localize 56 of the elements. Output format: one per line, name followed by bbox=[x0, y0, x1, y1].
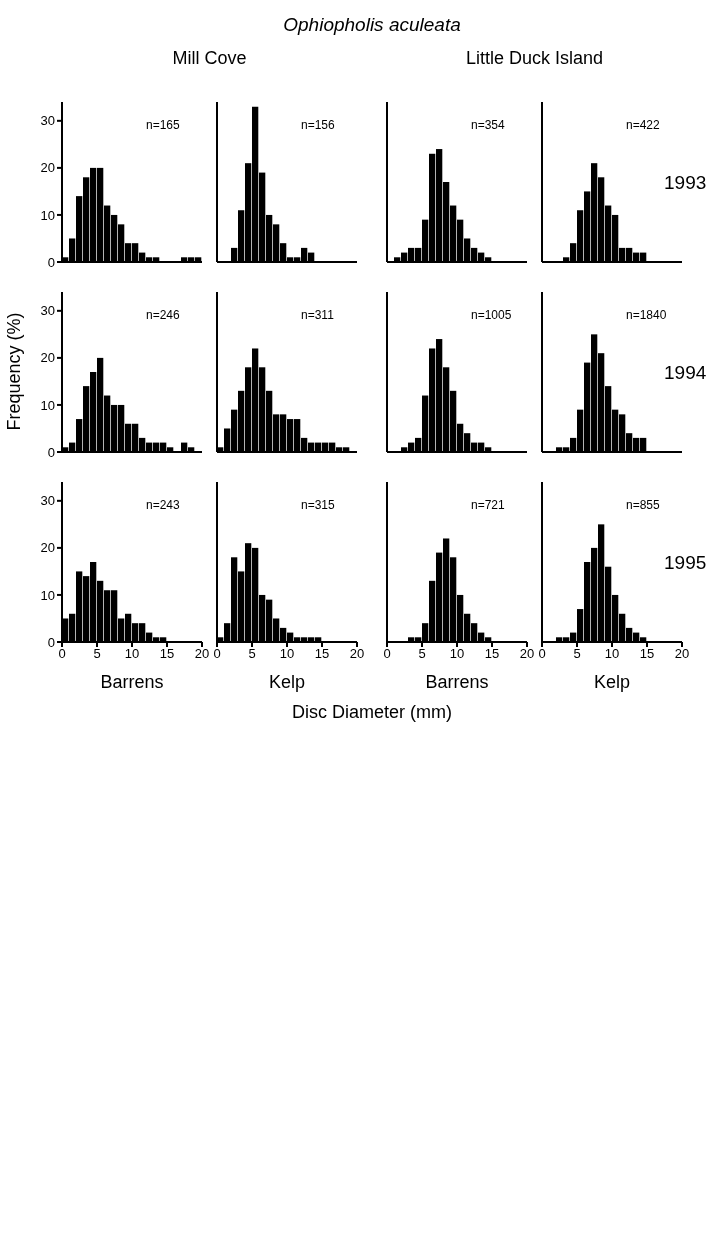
x-tick-label: 10 bbox=[449, 646, 465, 662]
text: Disc Diameter (mm) bbox=[291, 702, 453, 723]
y-tick-label: 10 bbox=[40, 587, 55, 603]
x-axis-title: Kelp bbox=[268, 672, 306, 693]
x-tick-label: 5 bbox=[93, 646, 101, 662]
annotation: n=721 bbox=[471, 498, 505, 512]
x-tick-label: 0 bbox=[538, 646, 546, 662]
x-tick-label: 5 bbox=[248, 646, 256, 662]
y-tick-label: 20 bbox=[40, 160, 55, 176]
annotation: n=1840 bbox=[626, 308, 667, 322]
y-tick-label: 0 bbox=[47, 444, 55, 460]
annotation: n=311 bbox=[301, 308, 334, 322]
x-tick-label: 20 bbox=[194, 646, 210, 662]
x-tick-label: 15 bbox=[314, 646, 330, 662]
x-tick-label: 0 bbox=[213, 646, 221, 662]
annotation: 1993 bbox=[664, 172, 707, 194]
annotation: 1995 bbox=[664, 552, 707, 574]
x-tick-label: 10 bbox=[124, 646, 140, 662]
annotation: n=1005 bbox=[471, 308, 512, 322]
x-tick-label: 5 bbox=[573, 646, 581, 662]
x-tick-label: 15 bbox=[639, 646, 655, 662]
x-tick-label: 15 bbox=[159, 646, 175, 662]
y-tick-label: 30 bbox=[40, 113, 55, 129]
annotation: n=243 bbox=[146, 498, 180, 512]
y-tick-label: 30 bbox=[40, 493, 55, 509]
annotation: n=354 bbox=[471, 118, 505, 132]
annotation: n=422 bbox=[626, 118, 660, 132]
y-tick-label: 30 bbox=[40, 303, 55, 319]
y-tick-label: 10 bbox=[40, 397, 55, 413]
chart-subtitle: Mill Cove bbox=[171, 48, 248, 69]
x-tick-label: 5 bbox=[418, 646, 426, 662]
x-tick-label: 20 bbox=[674, 646, 690, 662]
y-tick-label: 20 bbox=[40, 540, 55, 556]
annotation: n=156 bbox=[301, 118, 335, 132]
y-tick-label: 10 bbox=[40, 207, 55, 223]
text: Ophiopholis aculeata bbox=[282, 14, 462, 36]
x-tick-label: 0 bbox=[58, 646, 66, 662]
x-tick-label: 10 bbox=[279, 646, 295, 662]
annotation: n=165 bbox=[146, 118, 180, 132]
annotation: 1994 bbox=[664, 362, 707, 384]
chart-subtitle: Little Duck Island bbox=[464, 48, 605, 69]
x-axis-title: Kelp bbox=[593, 672, 631, 693]
annotation: n=315 bbox=[301, 498, 335, 512]
x-axis-title: Barrens bbox=[99, 672, 165, 693]
y-axis-title: Frequency (%) bbox=[3, 311, 25, 433]
y-tick-label: 0 bbox=[47, 634, 55, 650]
x-axis-title: Barrens bbox=[424, 672, 490, 693]
x-tick-label: 20 bbox=[349, 646, 365, 662]
x-tick-label: 15 bbox=[484, 646, 500, 662]
x-tick-label: 0 bbox=[383, 646, 391, 662]
y-tick-label: 20 bbox=[40, 350, 55, 366]
annotation: n=855 bbox=[626, 498, 660, 512]
x-tick-label: 20 bbox=[519, 646, 535, 662]
x-tick-label: 10 bbox=[604, 646, 620, 662]
annotation: n=246 bbox=[146, 308, 180, 322]
y-tick-label: 0 bbox=[47, 254, 55, 270]
